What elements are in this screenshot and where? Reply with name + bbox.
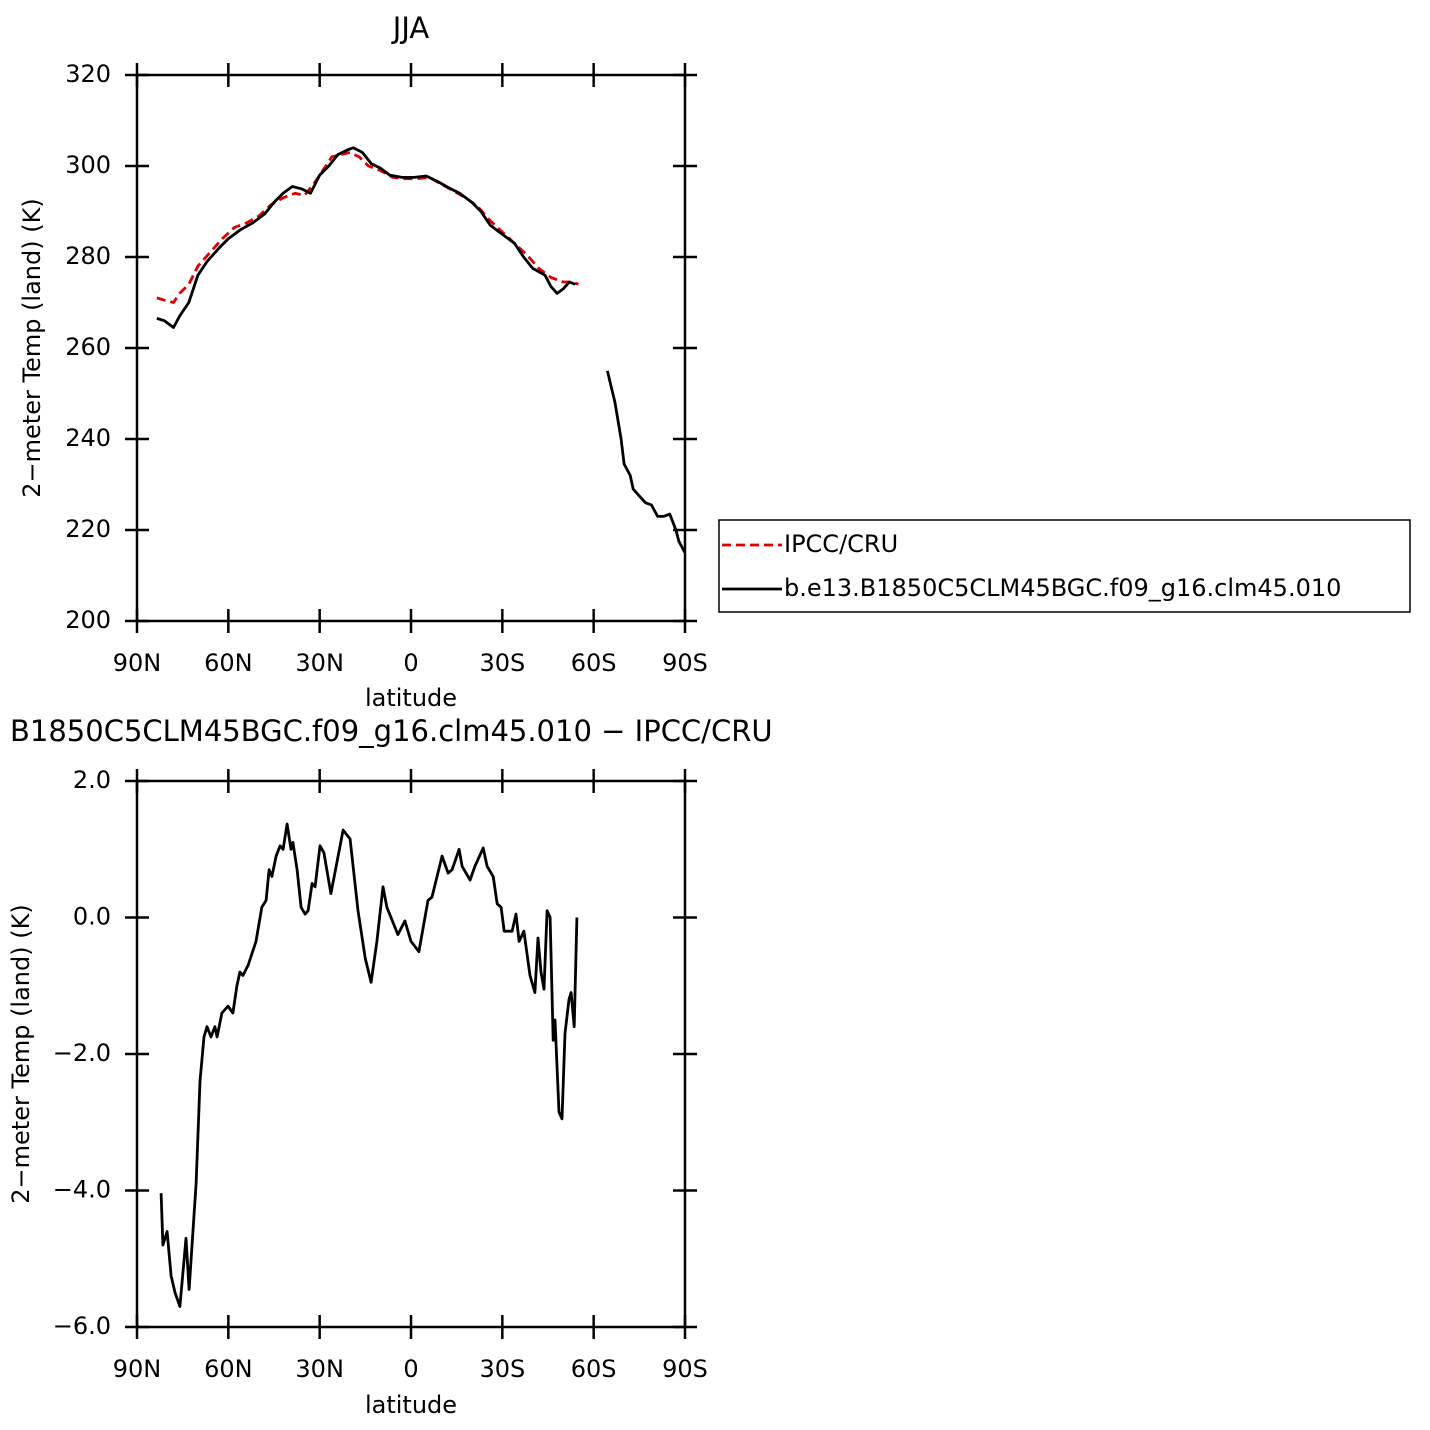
x-tick-label: 90S	[662, 649, 708, 677]
plot-frame	[135, 779, 687, 1329]
y-tick-label: 320	[65, 60, 111, 88]
y-tick-label: −4.0	[53, 1176, 111, 1204]
y-tick-label: 220	[65, 515, 111, 543]
x-tick-label: 0	[403, 1355, 418, 1383]
y-tick-label: 200	[65, 606, 111, 634]
x-tick-label: 90N	[113, 1355, 162, 1383]
y-axis-label: 2−meter Temp (land) (K)	[7, 904, 35, 1203]
x-axis-label: latitude	[365, 684, 457, 712]
y-tick-label: −2.0	[53, 1039, 111, 1067]
x-tick-label: 60S	[571, 649, 617, 677]
x-tick-label: 30N	[295, 1355, 344, 1383]
x-tick-label: 90S	[662, 1355, 708, 1383]
x-tick-label: 30S	[479, 1355, 525, 1383]
chart-title: JJA	[391, 11, 430, 45]
x-tick-label: 30N	[295, 649, 344, 677]
x-tick-label: 60S	[571, 1355, 617, 1383]
y-tick-label: 0.0	[73, 903, 111, 931]
data-line	[156, 151, 579, 304]
y-axis-label: 2−meter Temp (land) (K)	[18, 198, 46, 497]
data-line	[156, 146, 687, 554]
legend-label: b.e13.B1850C5CLM45BGC.f09_g16.clm45.010	[784, 574, 1341, 602]
y-tick-label: 260	[65, 333, 111, 361]
data-line	[159, 822, 579, 1308]
chart-title: B1850C5CLM45BGC.f09_g16.clm45.010 − IPCC…	[10, 714, 773, 748]
x-tick-label: 60N	[204, 649, 253, 677]
y-tick-label: −6.0	[53, 1312, 111, 1340]
y-tick-label: 300	[65, 151, 111, 179]
x-tick-label: 30S	[479, 649, 525, 677]
legend-label: IPCC/CRU	[784, 530, 898, 558]
plot-frame	[135, 73, 687, 623]
x-tick-label: 0	[403, 649, 418, 677]
x-tick-label: 90N	[113, 649, 162, 677]
y-tick-label: 280	[65, 242, 111, 270]
legend-box	[718, 519, 1411, 613]
y-tick-label: 240	[65, 424, 111, 452]
x-axis-label: latitude	[365, 1391, 457, 1419]
y-tick-label: 2.0	[73, 766, 111, 794]
x-tick-label: 60N	[204, 1355, 253, 1383]
